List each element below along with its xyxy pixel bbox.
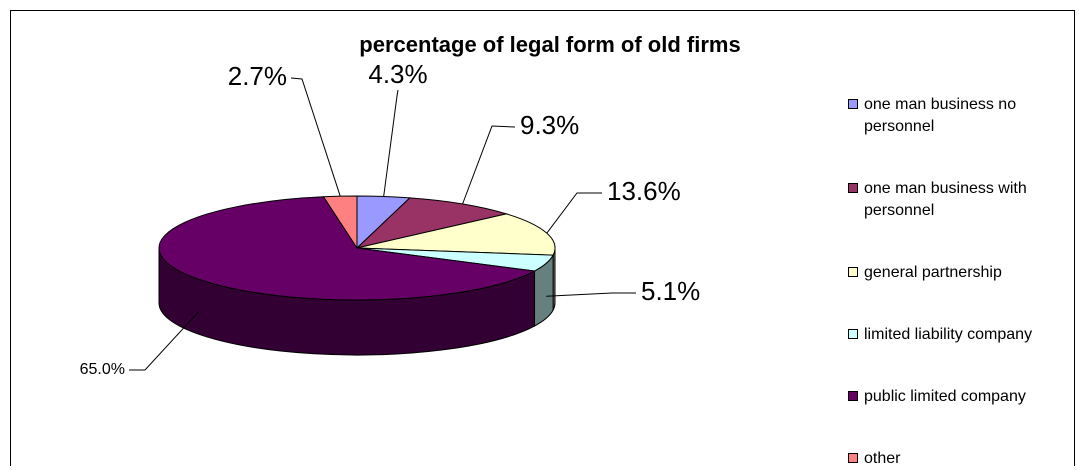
leader-line [546,192,602,234]
legend-swatch [848,99,858,109]
data-label: 2.7% [228,61,287,91]
legend-swatch [848,391,858,401]
data-label: 5.1% [641,276,700,306]
legend-entry: one man business no personnel [848,94,1058,138]
legend-entry: limited liability company [848,324,1058,346]
legend-swatch [848,329,858,339]
chart-title: percentage of legal form of old firms [359,32,740,57]
legend-swatch [848,183,858,193]
legend-label: limited liability company [864,326,1033,343]
legend-entry: other [848,448,1058,470]
slice [356,213,556,256]
leader-line [462,125,516,205]
data-label: 9.3% [520,110,579,140]
legend-entry: one man business with personnel [848,178,1058,222]
legend-swatch [848,267,858,277]
legend-swatch [848,453,858,463]
leader-line [290,77,341,197]
legend-label: general partnership [864,264,1002,281]
leader-line [546,292,636,297]
legend-entry: general partnership [848,262,1058,284]
data-label: 4.3% [368,59,427,89]
legend-entry: public limited company [848,386,1058,408]
data-label: 13.6% [607,176,681,206]
legend-label: one man business with personnel [864,180,1027,219]
slice [158,196,537,301]
legend-label: one man business no personnel [864,96,1017,135]
data-label: 65.0% [80,361,125,378]
leader-line [129,311,199,371]
legend-label: other [864,450,901,467]
legend: one man business no personnel one man bus… [848,94,1058,470]
leader-line [383,89,399,197]
legend-label: public limited company [864,388,1026,405]
